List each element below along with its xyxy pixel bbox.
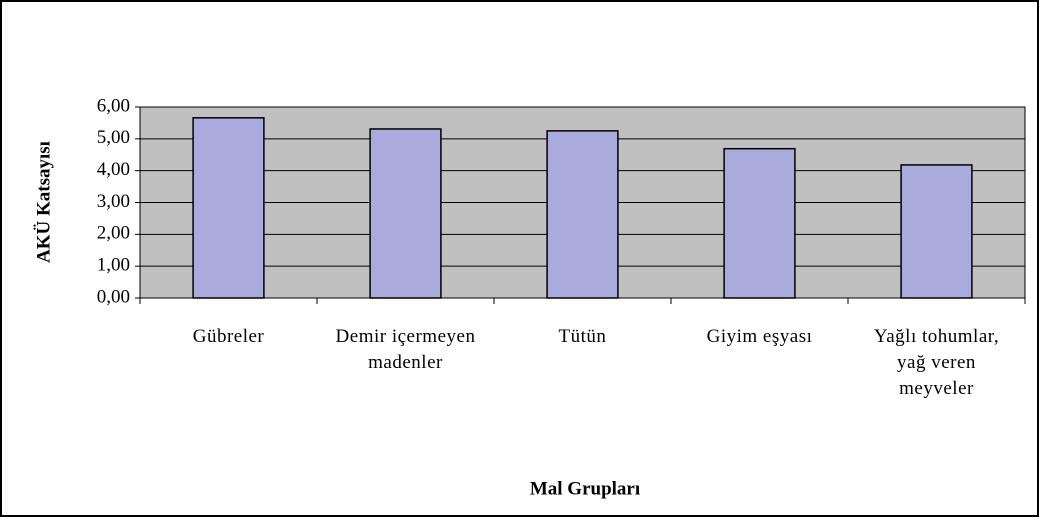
bar — [192, 117, 265, 299]
bar — [723, 147, 796, 299]
y-tick-label: 5,00 — [97, 127, 130, 148]
y-tick-label: 4,00 — [97, 159, 130, 180]
y-tick-label: 1,00 — [97, 255, 130, 276]
y-tick-label: 0,00 — [97, 286, 130, 307]
bar — [546, 130, 619, 299]
y-axis-title: AKÜ Katsayısı — [33, 141, 54, 263]
bar — [369, 128, 442, 299]
x-tick-label: Giyim eşyası — [706, 326, 813, 347]
x-tick-label: Yağlı tohumlar, yağ veren meyveler — [873, 326, 1000, 399]
y-tick-label: 6,00 — [97, 95, 130, 116]
x-axis-title: Mal Grupları — [530, 478, 640, 499]
x-tick-label: Gübreler — [192, 326, 265, 347]
y-tick-label: 2,00 — [97, 223, 130, 244]
x-tick-label: Demir içermeyen madenler — [335, 326, 476, 373]
bar — [900, 164, 973, 299]
x-tick-label: Tütün — [558, 326, 607, 347]
y-tick-label: 3,00 — [97, 191, 130, 212]
